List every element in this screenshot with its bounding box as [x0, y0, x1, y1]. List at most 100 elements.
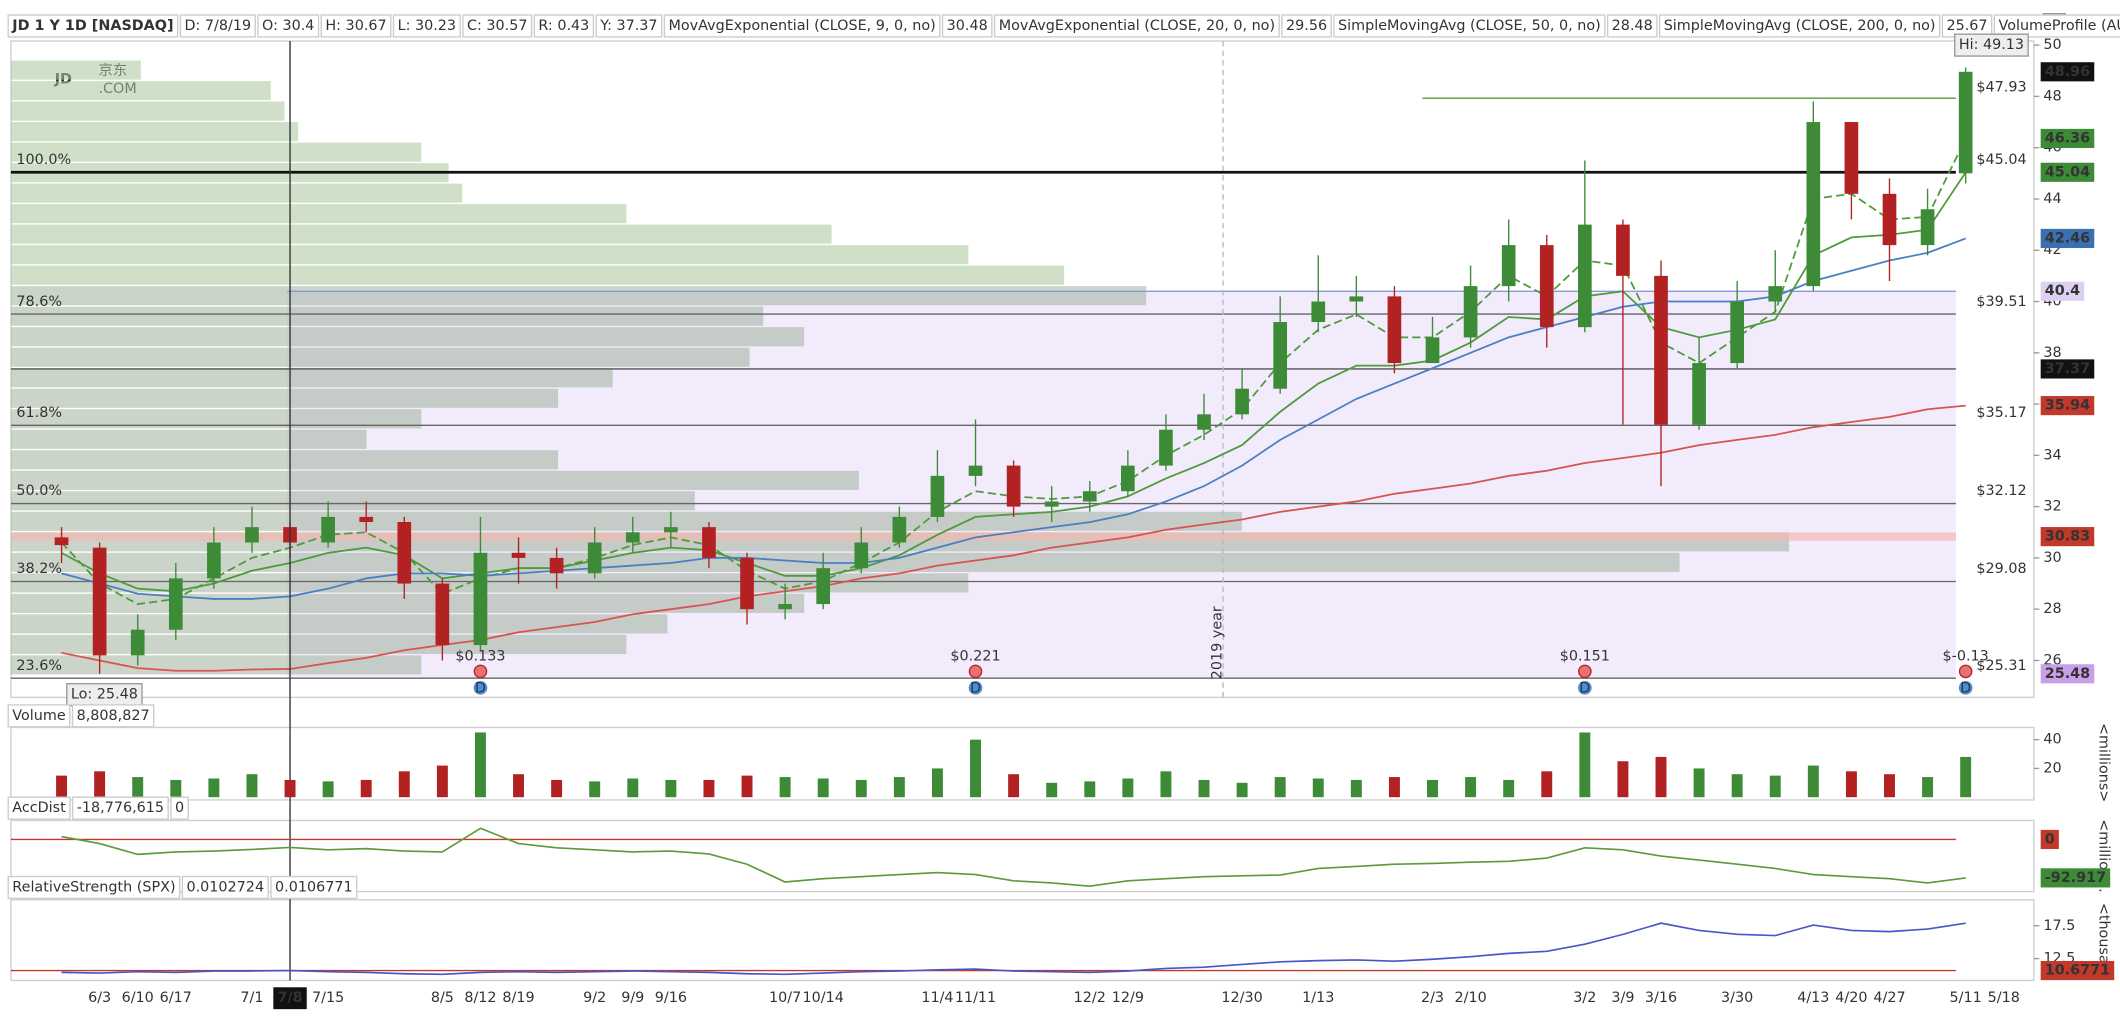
price-marker: 40.4 — [2045, 283, 2080, 299]
x-tick-label: 11/4 — [921, 990, 953, 1006]
volume-bar — [741, 775, 753, 798]
volume-bar — [1845, 771, 1857, 798]
candle-body — [511, 552, 526, 558]
volume-bar — [627, 778, 639, 798]
candle-body — [1577, 224, 1592, 328]
readout: Y: 37.37 — [599, 18, 657, 34]
panel-readout-box — [270, 875, 358, 900]
volume-bar — [1388, 777, 1400, 798]
panel-readout: 8,808,827 — [77, 708, 150, 724]
x-tick-label: 12/30 — [1221, 990, 1262, 1006]
volume-bar — [589, 781, 601, 798]
candle-body — [968, 465, 983, 476]
profile-bar — [10, 81, 271, 101]
profile-bar — [10, 409, 422, 429]
volume-bar — [1693, 768, 1705, 798]
candle-body — [587, 542, 602, 574]
readout-box — [533, 14, 595, 38]
x-tick-label: 8/19 — [502, 990, 534, 1006]
profile-bar — [10, 142, 422, 162]
profile-bar — [10, 573, 969, 593]
legend-name-box — [1333, 14, 1606, 38]
volume-bar — [94, 771, 106, 798]
volume-bar — [1046, 782, 1058, 798]
candle-body — [1654, 275, 1668, 425]
panel-title: RelativeStrength (SPX) — [12, 879, 175, 895]
profile-bar — [10, 245, 969, 265]
dividend-icon-label: D — [475, 681, 486, 697]
profile-bar — [10, 511, 1242, 531]
volume-bar — [1122, 778, 1134, 798]
volume-bar — [284, 779, 296, 798]
x-tick-label: 9/2 — [583, 990, 606, 1006]
x-tick-label: 3/9 — [1611, 990, 1634, 1006]
volume-bar — [1427, 779, 1438, 798]
dividend-label: $0.151 — [1560, 648, 1610, 664]
dividend-icon — [1577, 680, 1592, 695]
fib-label: 78.6% — [16, 294, 62, 310]
volume-bar — [665, 779, 677, 798]
y-tick-label: 38 — [2043, 345, 2061, 361]
indicator-marker-box — [2040, 868, 2111, 888]
volume-bar — [132, 777, 144, 798]
candle-body — [664, 527, 678, 533]
profile-bar — [10, 634, 627, 654]
x-tick-label: 1/13 — [1302, 990, 1334, 1006]
fib-value-label: $25.31 — [1976, 658, 2026, 674]
candle-body — [1768, 286, 1783, 302]
readout: O: 30.4 — [262, 18, 314, 34]
price-marker: 42.46 — [2045, 230, 2090, 246]
unit-label: <millions> — [2096, 723, 2112, 802]
dividend-icon — [968, 680, 983, 695]
x-tick-label: 3/2 — [1573, 990, 1596, 1006]
volume-bar — [170, 779, 182, 798]
volume-bar — [970, 739, 981, 798]
candle-body — [1730, 301, 1745, 364]
panel-title-box — [7, 704, 71, 728]
panel-readout-box — [71, 796, 169, 820]
dividend-icon — [473, 680, 488, 695]
legend-value: 25.67 — [1946, 18, 1987, 34]
y-tick-label: 17.5 — [2043, 918, 2075, 934]
y-tick-label: 20 — [2043, 760, 2061, 776]
x-tick-label: 12/9 — [1112, 990, 1144, 1006]
candle-body — [1197, 414, 1211, 430]
candle-body — [778, 604, 792, 610]
panel-readout: -18,776,615 — [77, 800, 164, 816]
volume-bar — [779, 777, 791, 798]
volume-bar — [56, 775, 68, 798]
price-marker-box — [2040, 664, 2095, 684]
profile-bar — [10, 470, 859, 490]
profile-bar — [10, 655, 422, 675]
y-tick-label: 40 — [2043, 732, 2061, 748]
volume-bar — [1312, 778, 1324, 798]
volume-bar — [1884, 774, 1895, 798]
profile-bar — [10, 60, 141, 80]
volume-bar — [817, 778, 829, 798]
candle-body — [1159, 429, 1173, 466]
readout-box — [392, 14, 461, 38]
x-tick-label: 10/14 — [803, 990, 844, 1006]
legend-value: 28.48 — [1612, 18, 1653, 34]
candle-body — [1121, 465, 1135, 492]
x-tick-highlight — [273, 987, 307, 1010]
profile-bar — [10, 224, 832, 244]
candle-body — [92, 547, 107, 656]
fib-label: 38.2% — [16, 561, 62, 577]
indicator-marker-box — [2040, 829, 2059, 850]
indicator-marker: 0 — [2045, 831, 2055, 847]
candle-body — [1235, 388, 1249, 415]
candle-body — [1006, 465, 1021, 507]
y-tick-label: 32 — [2043, 499, 2061, 515]
candle-body — [473, 552, 488, 646]
volume-bar — [398, 771, 410, 798]
volume-bar — [1731, 774, 1743, 798]
accdist-panel — [10, 819, 2035, 893]
high-label: Hi: 49.13 — [1959, 37, 2024, 53]
price-marker: 48.96 — [2045, 64, 2090, 80]
volume-bar — [436, 765, 448, 798]
volume-bar — [1008, 774, 1020, 798]
candle-body — [168, 578, 183, 630]
readout: D: 7/8/19 — [185, 18, 252, 34]
rs-panel — [10, 899, 2035, 982]
